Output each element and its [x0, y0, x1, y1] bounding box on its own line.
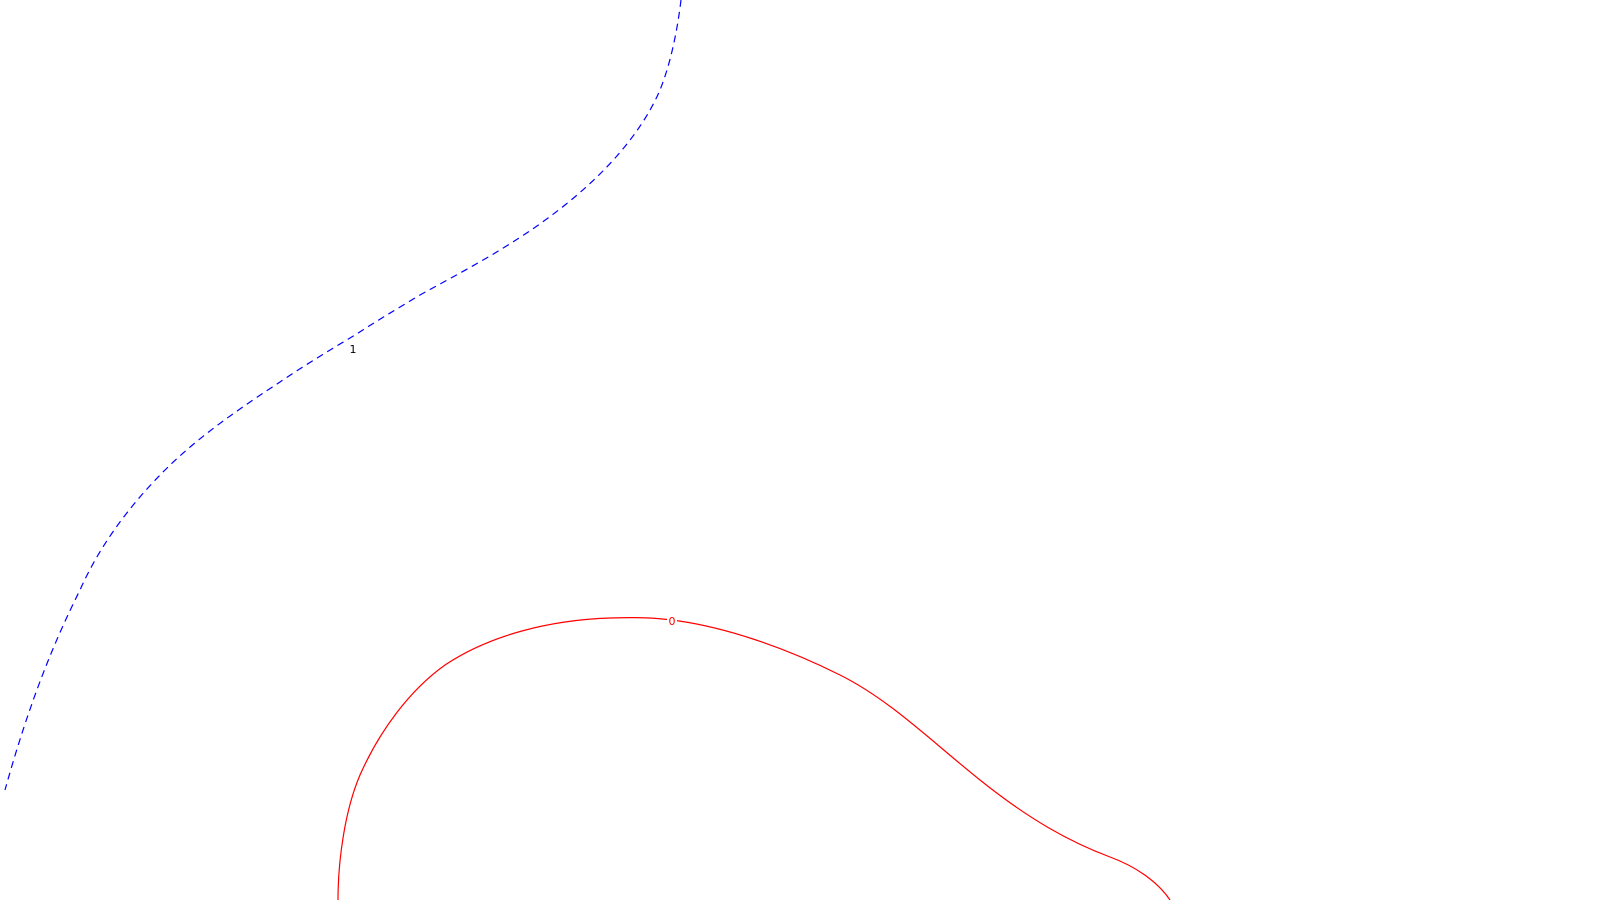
contour-line-level-1 [4, 0, 682, 791]
contour-label-bg-level-0 [667, 614, 677, 627]
contour-label-level-1: 1 [350, 343, 357, 356]
contour-label-level-0: 0 [669, 615, 676, 628]
contour-label-bg-level-1 [348, 342, 358, 355]
contour-line-level-0 [337, 617, 1171, 900]
